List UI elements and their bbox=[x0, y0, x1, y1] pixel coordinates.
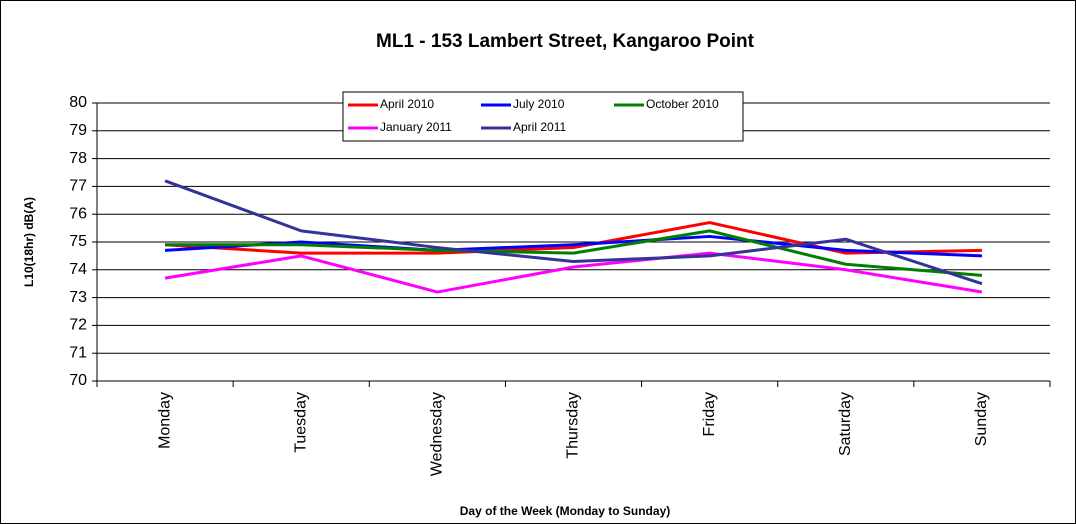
y-tick-label: 77 bbox=[69, 178, 87, 195]
y-axis-label: L10(18hr) dB(A) bbox=[22, 197, 36, 287]
x-tick-label: Wednesday bbox=[429, 392, 446, 476]
y-tick-label: 80 bbox=[69, 94, 87, 111]
x-tick-label: Tuesday bbox=[292, 392, 309, 453]
legend-label: January 2011 bbox=[380, 120, 452, 134]
series-line bbox=[164, 179, 983, 286]
y-tick-label: 71 bbox=[69, 344, 87, 361]
legend-label: October 2010 bbox=[646, 97, 719, 111]
y-tick-label: 73 bbox=[69, 289, 87, 306]
y-tick-label: 70 bbox=[69, 372, 87, 389]
x-tick-label: Monday bbox=[156, 392, 173, 449]
y-tick-label: 78 bbox=[69, 150, 87, 167]
y-tick-label: 76 bbox=[69, 205, 87, 222]
legend-label: April 2011 bbox=[513, 120, 566, 134]
legend-label: April 2010 bbox=[380, 97, 434, 111]
x-tick-label: Friday bbox=[701, 392, 718, 436]
series-line bbox=[164, 221, 982, 255]
series-line bbox=[165, 229, 983, 277]
x-tick-label: Saturday bbox=[837, 392, 854, 456]
x-axis-label: Day of the Week (Monday to Sunday) bbox=[460, 504, 670, 518]
x-tick-label: Thursday bbox=[565, 392, 582, 459]
legend-box bbox=[342, 91, 744, 142]
x-tick-label: Sunday bbox=[973, 392, 990, 446]
y-tick-label: 75 bbox=[69, 233, 87, 250]
legend-label: July 2010 bbox=[513, 97, 565, 111]
series-line bbox=[164, 251, 983, 294]
series-line bbox=[164, 234, 982, 258]
y-tick-label: 74 bbox=[69, 261, 87, 278]
y-tick-label: 79 bbox=[69, 122, 87, 139]
y-tick-label: 72 bbox=[69, 317, 87, 334]
chart-title: ML1 - 153 Lambert Street, Kangaroo Point bbox=[376, 31, 755, 52]
